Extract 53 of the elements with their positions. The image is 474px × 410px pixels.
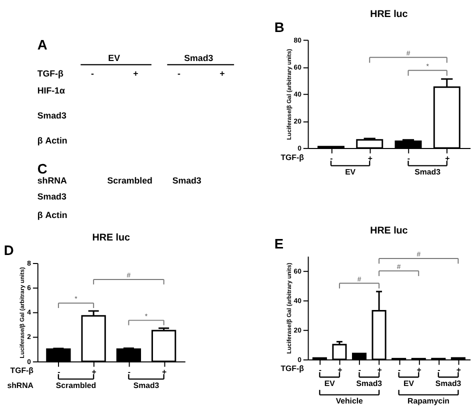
text: Smad3 — [414, 168, 442, 177]
text: shRNA — [37, 175, 68, 186]
text: Scrambled — [56, 380, 96, 390]
text: β Actin — [37, 210, 68, 220]
text: D — [4, 243, 14, 258]
x-tick-label: + — [445, 154, 450, 164]
text: A — [37, 37, 48, 52]
text: Smad3 — [37, 192, 66, 202]
text: β Actin — [37, 135, 68, 146]
text: Smad3 — [356, 378, 383, 388]
text: Smad3 — [37, 110, 66, 121]
text: - — [178, 68, 181, 79]
x-tick-label: - — [438, 366, 441, 375]
x-tick-label: + — [416, 366, 422, 375]
text: Vehicle — [336, 396, 364, 406]
text: Smad3 — [133, 380, 160, 390]
text: shRNA — [7, 380, 34, 390]
chart-title: HRE luc — [370, 9, 408, 20]
x-tick-label: - — [358, 366, 362, 375]
x-tick-label: - — [318, 366, 322, 375]
text: Smad3 — [172, 175, 202, 186]
text: Scrambled — [107, 175, 152, 186]
text: EV — [324, 378, 336, 388]
text: EV — [108, 52, 120, 63]
text: C — [37, 162, 48, 177]
x-axis-title: TGF-β — [280, 152, 304, 162]
text: Smad3 — [435, 378, 462, 388]
text: Rapamycin — [408, 396, 450, 406]
text: EV — [403, 378, 415, 388]
x-tick-label: + — [456, 366, 462, 375]
text: B — [274, 20, 284, 35]
text: E — [274, 236, 284, 252]
x-axis-title: TGF-β — [280, 364, 304, 374]
x-tick-label: - — [128, 368, 131, 377]
x-tick-label: - — [330, 154, 334, 164]
x-tick-label: + — [377, 366, 382, 375]
text: EV — [345, 168, 356, 177]
x-tick-label: + — [368, 154, 373, 164]
x-tick-label: + — [162, 368, 167, 377]
chart-title: HRE luc — [370, 226, 408, 237]
x-tick-label: - — [398, 366, 402, 375]
x-tick-label: + — [338, 366, 343, 375]
chart-title: HRE luc — [92, 232, 130, 244]
text: + — [133, 68, 138, 79]
x-tick-label: - — [407, 154, 410, 164]
x-tick-label: + — [92, 368, 97, 377]
x-tick-label: - — [58, 368, 61, 377]
x-axis-title: TGF-β — [10, 366, 34, 376]
text: - — [90, 68, 94, 79]
text: HIF-1α — [37, 86, 66, 96]
text: + — [220, 68, 225, 79]
text: Smad3 — [184, 52, 214, 63]
text: TGF-β — [37, 68, 64, 79]
